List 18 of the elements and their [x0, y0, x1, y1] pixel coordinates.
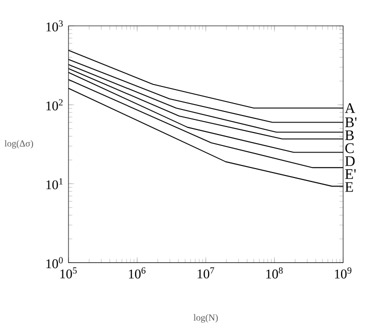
series-label: D [345, 156, 355, 166]
y-axis-title: log(Δσ) [4, 140, 34, 148]
series-label: C [345, 143, 354, 153]
series-label: E [345, 182, 353, 192]
series-label: B' [345, 117, 356, 127]
series-label: E' [345, 169, 356, 179]
x-tick-label: 10$^{6}$ [129, 267, 146, 278]
x-tick-label: 10$^{5}$ [60, 267, 77, 278]
series-label: B [345, 130, 354, 140]
y-tick-label: 10$^{3}$ [46, 20, 63, 32]
x-tick-label: 10$^{8}$ [266, 267, 283, 278]
y-tick-label: 10$^{0}$ [46, 256, 63, 268]
y-tick-label: 10$^{1}$ [46, 178, 63, 190]
x-tick-label: 10$^{9}$ [335, 267, 352, 278]
x-axis-title: log(N) [194, 314, 218, 322]
series-label: A [344, 103, 356, 113]
x-tick-label: 10$^{7}$ [198, 267, 214, 278]
y-tick-label: 10$^{2}$ [46, 99, 63, 110]
